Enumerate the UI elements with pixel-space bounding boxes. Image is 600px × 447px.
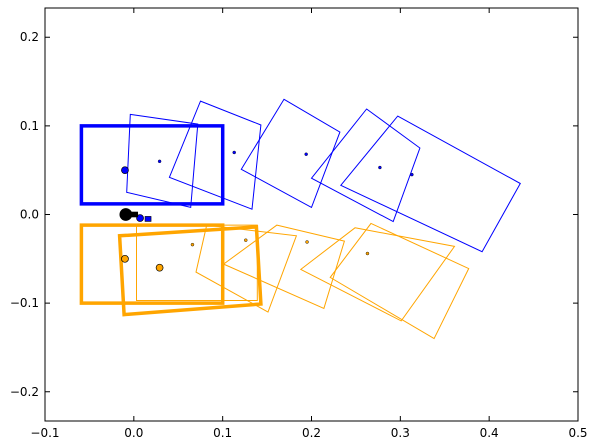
- orange-point-6: [365, 251, 370, 256]
- orange-rectangle-7: [329, 222, 470, 340]
- x-tick-label: 0.4: [480, 426, 499, 440]
- y-tick-label: 0.1: [20, 119, 39, 133]
- orange-rectangle-6: [299, 227, 456, 322]
- y-tick-label: 0.2: [20, 30, 39, 44]
- orange-rectangle-4: [195, 224, 298, 313]
- orange-point-2: [155, 263, 164, 272]
- blue-point-5: [378, 165, 382, 170]
- orange-rectangle-3: [136, 224, 258, 301]
- blue-point-7: [136, 214, 144, 222]
- axes: −0.1 0.0 0.1 0.2 0.3 0.4 0.5 −0.2 −0.1 0.0 0.1 0.2: [10, 8, 588, 440]
- blue-point-8: [144, 216, 152, 222]
- x-tick-label: 0.0: [124, 426, 143, 440]
- blue-point-1: [121, 166, 129, 175]
- blue-point-4: [304, 152, 308, 156]
- x-tick-label: 0.1: [213, 426, 232, 440]
- blue-rectangle-6: [340, 115, 521, 253]
- black-point-1: [119, 208, 133, 221]
- y-tick-label: 0.0: [20, 208, 39, 222]
- blue-rectangle-4: [240, 98, 341, 209]
- blue-point-2: [157, 159, 162, 164]
- x-tick-label: 0.5: [568, 426, 587, 440]
- black-point-2: [131, 211, 139, 218]
- orange-point-4: [244, 238, 248, 242]
- x-tick-label: −0.1: [30, 426, 59, 440]
- blue-point-3: [232, 150, 236, 155]
- orange-point-5: [305, 240, 309, 244]
- orange-rectangle-1: [79, 223, 225, 305]
- orange-point-3: [190, 242, 195, 247]
- orange-rectangle-2: [117, 225, 263, 317]
- x-tick-label: 0.2: [302, 426, 321, 440]
- plot-content: [79, 98, 521, 340]
- blue-rectangle-2: [126, 113, 199, 209]
- x-tick-label: 0.3: [391, 426, 410, 440]
- orange-point-1: [121, 254, 129, 263]
- y-tick-label: −0.2: [10, 385, 39, 399]
- orange-rectangle-5: [222, 224, 346, 310]
- y-tick-label: −0.1: [10, 296, 39, 310]
- blue-point-6: [410, 172, 414, 177]
- blue-rectangle-1: [79, 124, 225, 206]
- blue-rectangle-3: [168, 100, 262, 210]
- blue-rectangle-5: [310, 108, 421, 223]
